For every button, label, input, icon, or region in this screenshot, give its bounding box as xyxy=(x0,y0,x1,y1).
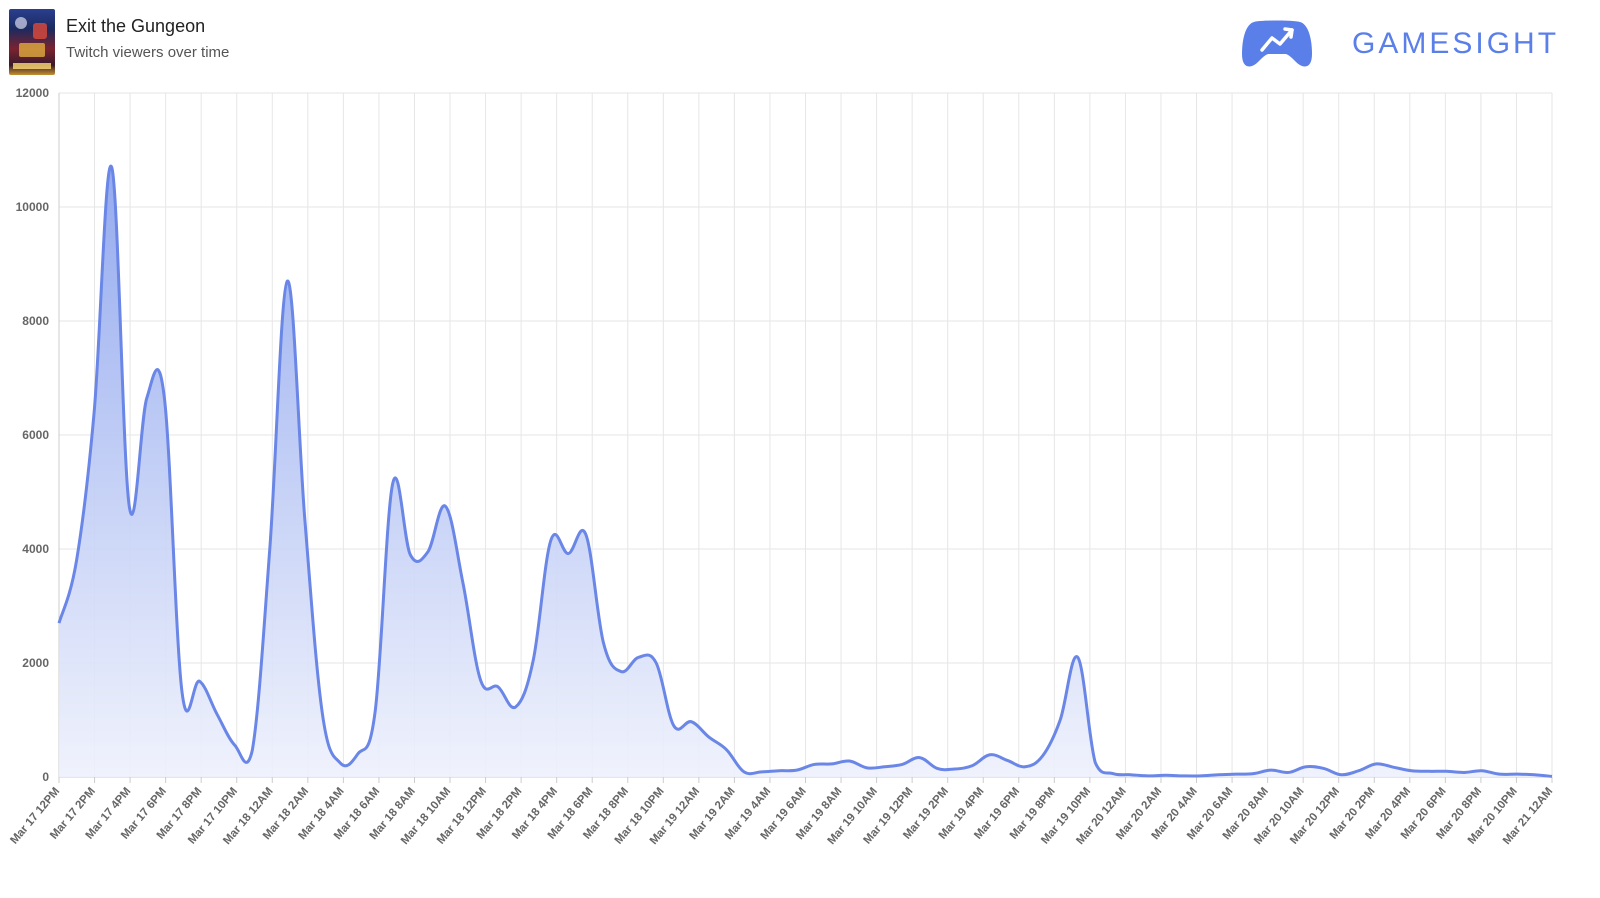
y-tick-label: 2000 xyxy=(22,656,49,670)
gamesight-controller-logo-icon xyxy=(1242,20,1312,67)
chart-header: Exit the Gungeon Twitch viewers over tim… xyxy=(0,0,1600,90)
y-tick-label: 12000 xyxy=(16,86,50,100)
y-tick-label: 6000 xyxy=(22,428,49,442)
viewers-area-fill xyxy=(59,166,1552,777)
viewers-line xyxy=(57,164,1553,778)
y-tick-label: 8000 xyxy=(22,314,49,328)
y-tick-label: 10000 xyxy=(16,200,50,214)
brand-name: GAMESIGHT xyxy=(1352,27,1560,60)
y-tick-label: 4000 xyxy=(22,542,49,556)
y-tick-label: 0 xyxy=(42,770,49,784)
chart-subtitle: Twitch viewers over time xyxy=(66,44,230,61)
game-cover-art xyxy=(9,9,55,75)
game-title: Exit the Gungeon xyxy=(66,16,206,36)
